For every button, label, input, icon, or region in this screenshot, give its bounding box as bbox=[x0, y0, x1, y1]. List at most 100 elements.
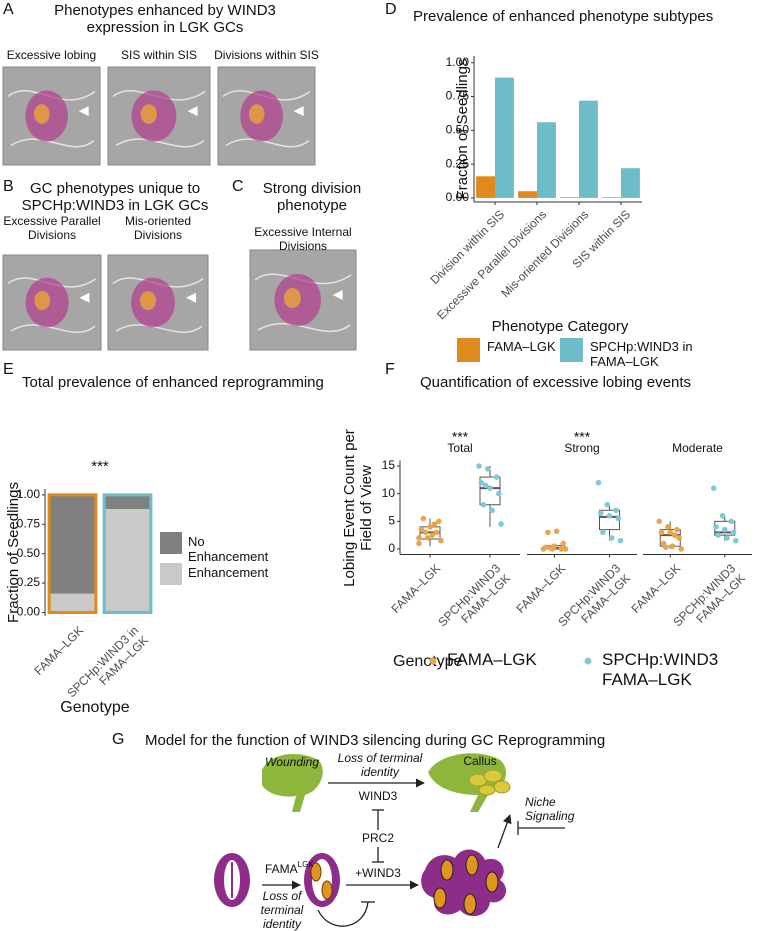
model-label: +WIND3 bbox=[355, 866, 401, 880]
data-point bbox=[656, 518, 663, 525]
bar bbox=[602, 197, 621, 198]
annotation: *** bbox=[452, 429, 469, 445]
x-axis-label: Phenotype Category bbox=[492, 318, 629, 335]
data-point bbox=[487, 485, 493, 491]
legend-swatch bbox=[457, 338, 480, 362]
legend-label: Enhancement bbox=[188, 565, 269, 580]
data-point bbox=[420, 515, 427, 522]
arrowhead bbox=[187, 106, 198, 117]
bar-segment bbox=[49, 494, 96, 594]
model-label-superscript: LGK bbox=[298, 860, 315, 869]
legend-label: FAMA–LGK bbox=[487, 339, 556, 354]
data-point bbox=[728, 518, 735, 525]
legend-title: Genotype bbox=[393, 653, 462, 670]
chart-title: Prevalence of enhanced phenotype subtype… bbox=[413, 8, 713, 25]
data-point bbox=[416, 535, 422, 541]
annotation: *** bbox=[574, 429, 591, 445]
panel-letter: A bbox=[3, 1, 14, 18]
panel-letter: D bbox=[385, 1, 397, 18]
data-point bbox=[604, 501, 611, 508]
bar bbox=[495, 77, 514, 198]
bar-segment bbox=[49, 593, 96, 613]
legend-swatch bbox=[560, 338, 583, 362]
data-point bbox=[418, 526, 425, 533]
model-label: PRC2 bbox=[362, 831, 394, 845]
panel-letter: F bbox=[385, 361, 395, 378]
guard-cell bbox=[283, 288, 301, 308]
arrowhead bbox=[79, 292, 90, 303]
data-point bbox=[615, 515, 622, 522]
panel-letter: B bbox=[3, 178, 14, 195]
data-point bbox=[617, 537, 624, 544]
y-tick-label: 0.00 bbox=[17, 605, 41, 619]
data-point bbox=[422, 529, 429, 536]
data-point bbox=[597, 510, 604, 516]
data-point bbox=[674, 526, 680, 533]
y-tick-label: 0.25 bbox=[446, 156, 470, 170]
bar-outline bbox=[102, 493, 153, 614]
data-point bbox=[480, 501, 487, 508]
bar-outline bbox=[47, 493, 98, 614]
model-label: Callus bbox=[463, 754, 496, 768]
data-point bbox=[416, 540, 422, 547]
guard-cell bbox=[249, 104, 265, 124]
data-point bbox=[730, 529, 737, 536]
data-point bbox=[498, 521, 504, 527]
legend-label: SPCHp:WIND3 FAMA–LGK bbox=[602, 650, 719, 689]
model-label: Wounding bbox=[265, 755, 319, 769]
y-axis-label: Fraction of Seedlings bbox=[5, 482, 22, 623]
data-point bbox=[547, 545, 553, 551]
data-point bbox=[715, 532, 721, 538]
legend-swatch bbox=[429, 657, 437, 665]
data-point bbox=[713, 524, 719, 530]
bar bbox=[518, 191, 537, 198]
legend-swatch bbox=[584, 657, 592, 665]
data-point bbox=[663, 544, 669, 551]
model-label: FAMALGK bbox=[265, 860, 314, 876]
arrowhead bbox=[78, 106, 89, 117]
chart-title: Quantification of excessive lobing event… bbox=[420, 374, 691, 391]
data-point bbox=[560, 540, 567, 547]
y-tick-label: 0.00 bbox=[446, 190, 470, 204]
bar-segment bbox=[104, 508, 151, 613]
panel-title: Strong division phenotype bbox=[262, 180, 362, 215]
panel-letter: G bbox=[112, 731, 124, 748]
y-tick-label: 1.00 bbox=[446, 55, 470, 69]
image-label: Excessive Internal Divisions bbox=[254, 225, 352, 253]
bar bbox=[537, 122, 556, 198]
y-tick-label: 10 bbox=[382, 486, 396, 500]
x-axis-label: Genotype bbox=[60, 699, 129, 716]
data-point bbox=[558, 546, 564, 552]
data-point bbox=[476, 463, 482, 469]
bar-segment bbox=[104, 494, 151, 509]
data-point bbox=[665, 524, 671, 530]
data-point bbox=[489, 507, 496, 514]
data-point bbox=[606, 512, 613, 519]
data-point bbox=[438, 537, 444, 544]
panel-title: GC phenotypes unique to SPCHp:WIND3 in L… bbox=[21, 180, 209, 215]
y-tick-label: 5 bbox=[388, 513, 395, 527]
model-label: WIND3 bbox=[359, 789, 398, 803]
data-point bbox=[478, 479, 485, 486]
y-tick-label: 0.25 bbox=[17, 575, 41, 589]
panel-letter: E bbox=[3, 361, 14, 378]
y-tick-label: 1.00 bbox=[17, 487, 41, 501]
data-point bbox=[431, 521, 438, 527]
arrowhead bbox=[293, 106, 304, 117]
arrowhead bbox=[186, 292, 196, 303]
data-point bbox=[429, 532, 436, 538]
image-label: Divisions within SIS bbox=[214, 48, 319, 62]
data-point bbox=[425, 535, 431, 541]
guard-cell bbox=[34, 104, 50, 124]
bar bbox=[476, 176, 495, 198]
guard-cell bbox=[140, 291, 156, 311]
data-point bbox=[667, 529, 674, 536]
data-point bbox=[542, 544, 549, 551]
y-axis-label: Lobing Event Count per Field of View bbox=[340, 428, 375, 587]
panel-letter: C bbox=[232, 178, 244, 195]
data-point bbox=[658, 529, 665, 536]
legend-swatch bbox=[160, 532, 182, 554]
guard-cell bbox=[34, 291, 51, 311]
image-label: SIS within SIS bbox=[120, 48, 198, 62]
